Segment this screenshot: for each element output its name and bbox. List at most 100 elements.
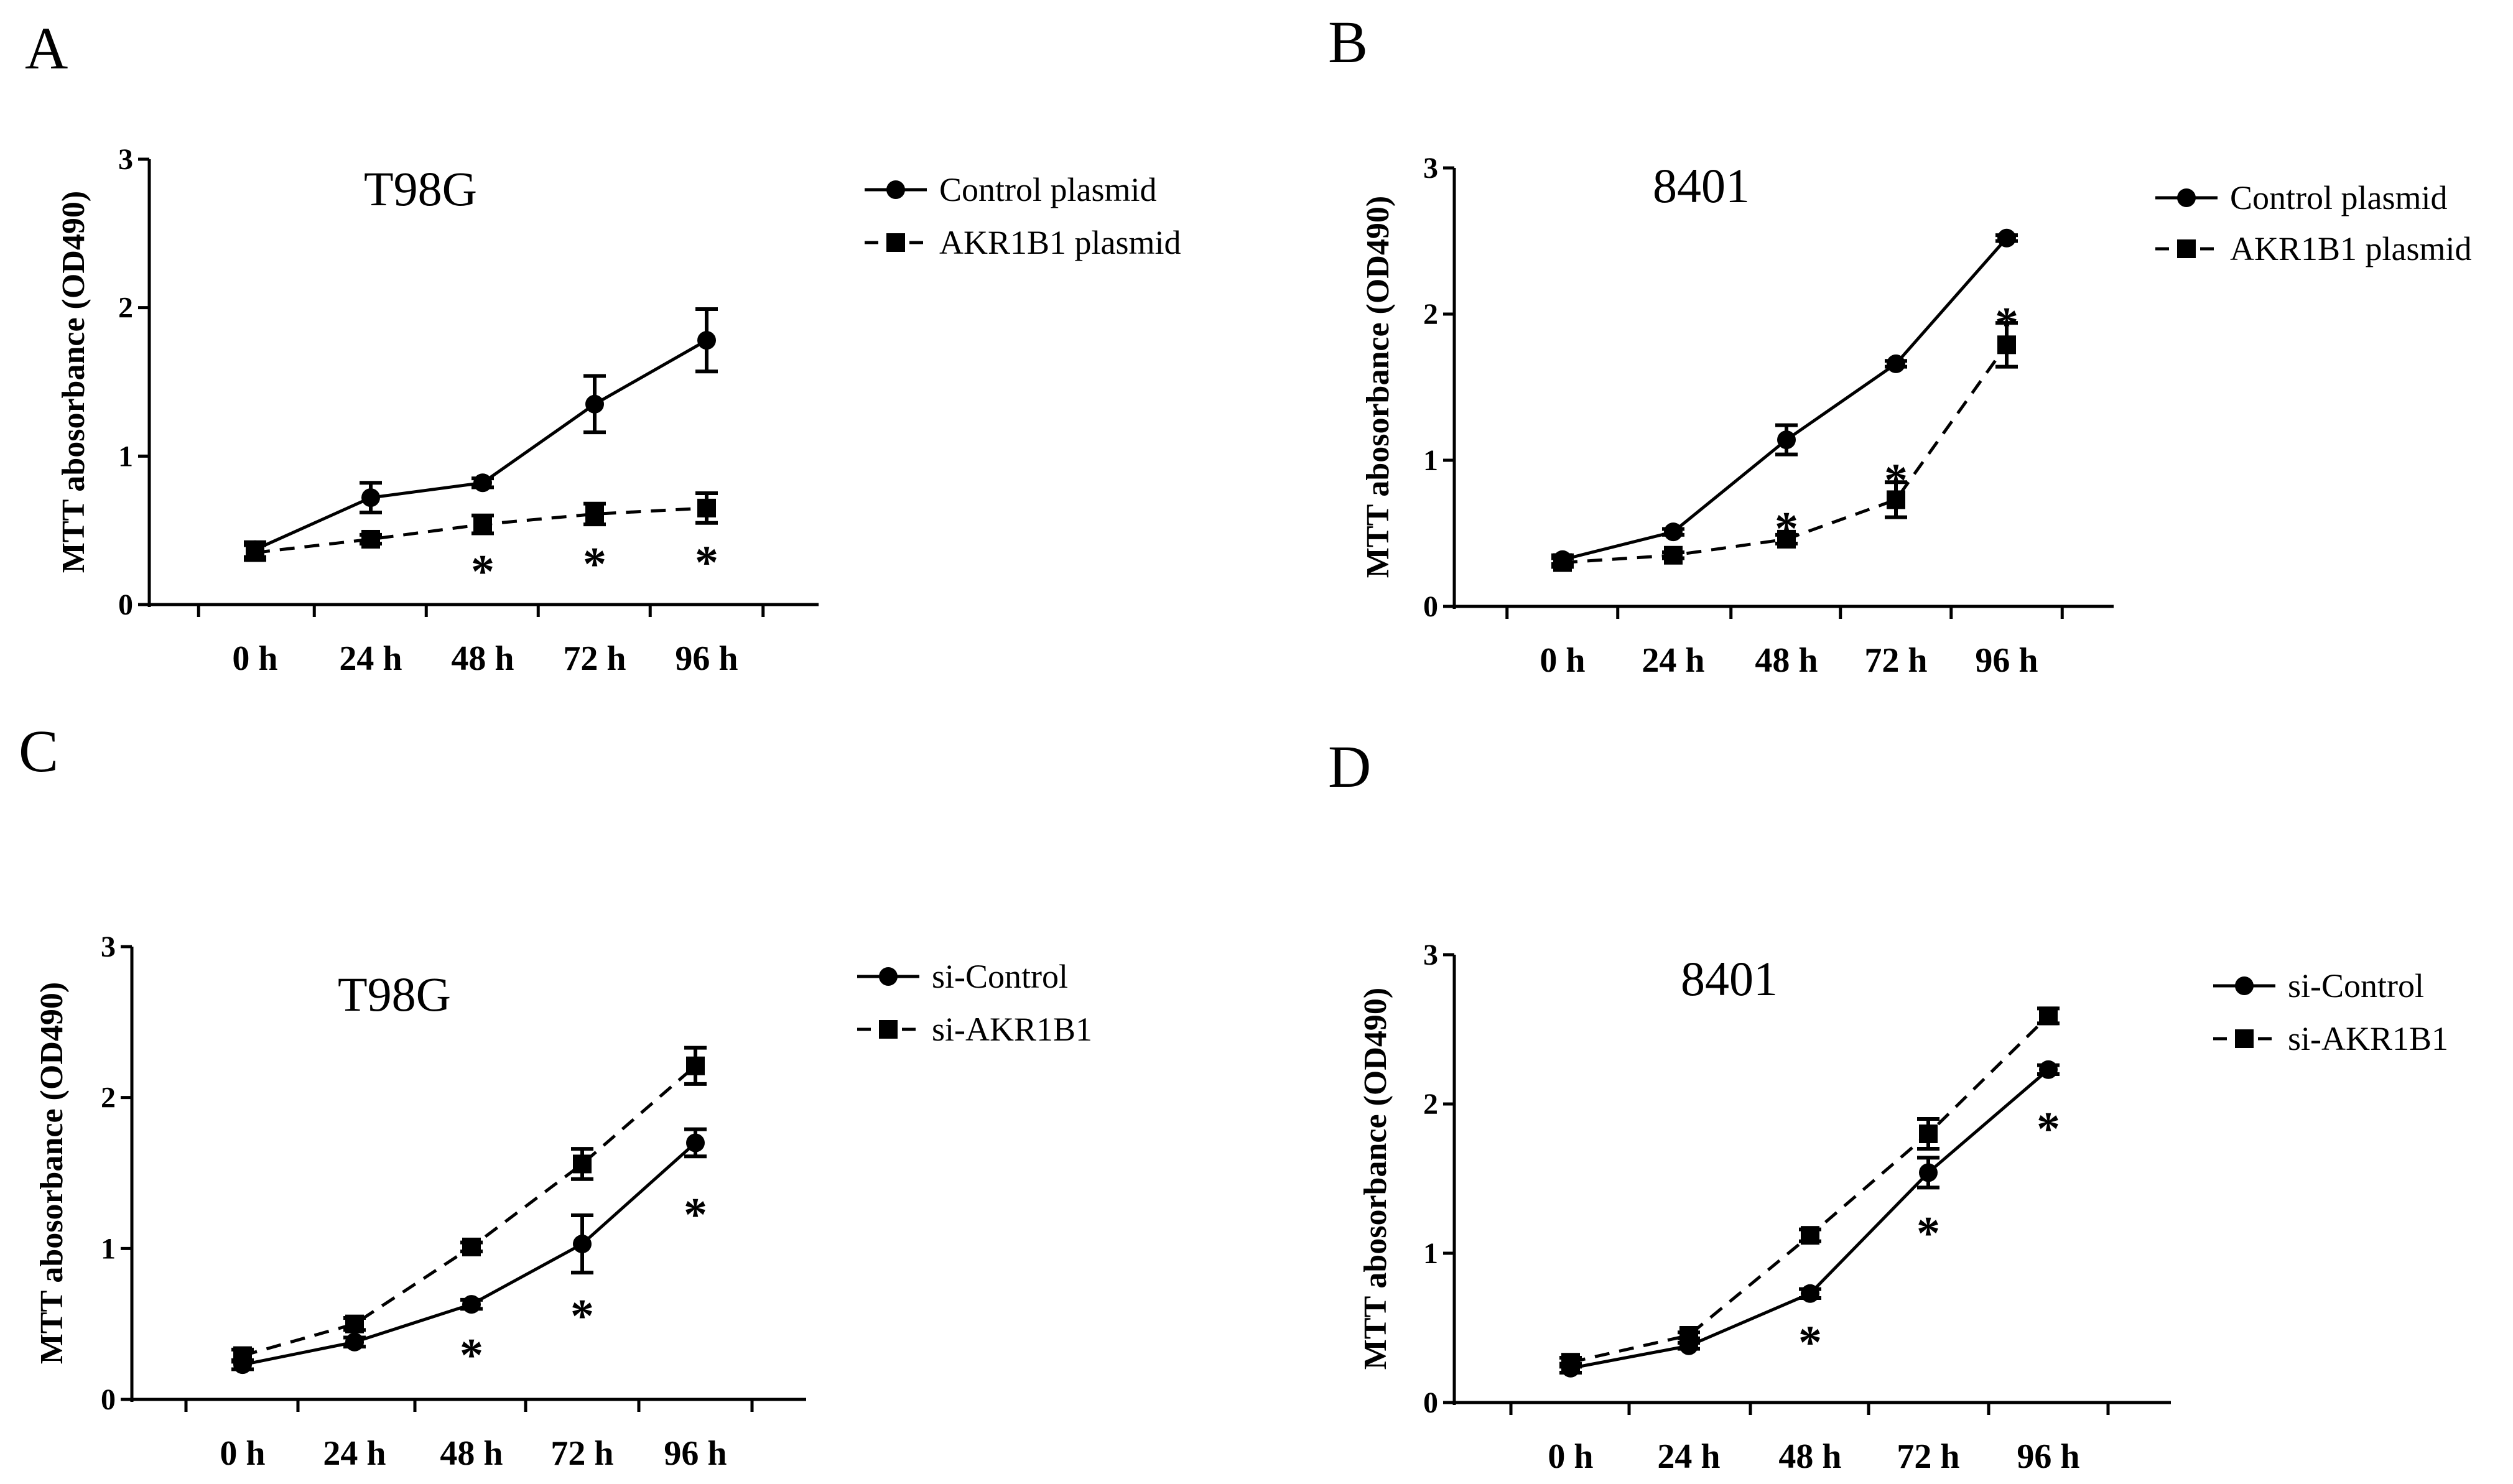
data-point-circle <box>1887 354 1905 373</box>
data-point-circle <box>585 394 604 414</box>
chart-title: T98G <box>338 967 451 1021</box>
x-tick-label: 24 h <box>323 1434 386 1473</box>
data-point-circle <box>462 1295 481 1314</box>
significance-star: * <box>695 537 718 589</box>
legend-marker-circle <box>2235 976 2254 995</box>
panel-c: C T98G MTT abosorbance (OD490) 0 1 2 3 0 h 24 h 4… <box>19 718 1092 1473</box>
significance-star: * <box>684 1189 707 1241</box>
significance-star: * <box>583 538 606 590</box>
y-tick-label: 0 <box>1423 1386 1438 1419</box>
y-tick-label: 1 <box>118 440 133 473</box>
data-point-square <box>246 543 264 562</box>
y-tick-label: 2 <box>1423 1088 1438 1121</box>
x-tick-label: 96 h <box>1975 641 2038 680</box>
x-tick-label: 72 h <box>550 1434 613 1473</box>
y-tick-label: 3 <box>1423 939 1438 972</box>
x-tick-label: 72 h <box>563 639 626 678</box>
data-point-square <box>462 1237 481 1256</box>
x-tick-label: 96 h <box>675 639 738 678</box>
y-tick-label: 0 <box>118 588 133 621</box>
legend-label: si-AKR1B1 <box>2288 1020 2448 1057</box>
legend-marker-square <box>2177 239 2196 258</box>
data-point-circle <box>473 473 492 493</box>
y-tick-label: 1 <box>101 1232 116 1265</box>
data-point-circle <box>361 488 380 508</box>
x-tick-label: 48 h <box>1778 1437 1841 1476</box>
data-point-square <box>1997 335 2016 355</box>
data-point-circle <box>345 1332 364 1352</box>
data-point-circle <box>1777 430 1796 450</box>
data-point-circle <box>686 1133 705 1152</box>
y-tick-label: 3 <box>101 930 116 963</box>
data-point-square <box>473 515 492 534</box>
x-tick-label: 72 h <box>1864 641 1927 680</box>
x-tick-label: 48 h <box>440 1434 503 1473</box>
data-point-circle <box>573 1235 592 1254</box>
legend-label: Control plasmid <box>939 171 1157 208</box>
series-line-treatment <box>1570 1014 2050 1364</box>
significance-star: * <box>471 545 495 598</box>
chart-title: 8401 <box>1681 952 1778 1006</box>
data-point-square <box>361 529 380 549</box>
y-tick-label: 1 <box>1423 444 1438 477</box>
x-tick-label: 72 h <box>1897 1437 1959 1476</box>
data-point-square <box>1777 529 1796 549</box>
legend-label: si-Control <box>932 958 1068 995</box>
data-point-circle <box>2039 1060 2058 1079</box>
significance-star: * <box>2037 1103 2060 1155</box>
chart-title: T98G <box>364 162 477 216</box>
legend-marker-square <box>2235 1029 2254 1048</box>
x-tick-label: 48 h <box>451 639 514 678</box>
significance-star: * <box>1916 1207 1940 1259</box>
legend-marker-circle <box>2177 188 2196 207</box>
x-tick-label: 24 h <box>1657 1437 1720 1476</box>
x-tick-label: 0 h <box>232 639 277 678</box>
legend-marker-square <box>886 233 905 252</box>
y-tick-label: 3 <box>1423 152 1438 185</box>
data-point-circle <box>1664 522 1683 542</box>
significance-star: * <box>570 1290 594 1342</box>
x-tick-label: 0 h <box>1540 641 1585 680</box>
significance-star: * <box>1798 1316 1822 1368</box>
data-point-square <box>1553 553 1572 572</box>
significance-star: * <box>460 1329 483 1381</box>
chart-title: 8401 <box>1653 159 1750 213</box>
panel-letter: C <box>19 718 58 784</box>
x-tick-label: 96 h <box>664 1434 727 1473</box>
significance-star: * <box>1884 455 1908 507</box>
y-axis-label: MTT abosorbance (OD490) <box>1358 988 1393 1370</box>
panel-a: A T98G MTT abosorbance (OD490) 0 1 2 3 0 h 24 h 4… <box>25 15 1181 678</box>
data-point-circle <box>1801 1284 1819 1303</box>
data-point-square <box>1561 1353 1580 1372</box>
panel-letter: D <box>1328 733 1371 800</box>
data-point-circle <box>697 331 716 350</box>
y-tick-label: 2 <box>1423 298 1438 331</box>
legend-label: AKR1B1 plasmid <box>2230 230 2472 267</box>
data-point-square <box>1664 545 1683 565</box>
panel-letter: A <box>25 15 68 81</box>
y-tick-label: 3 <box>118 143 133 176</box>
data-point-square <box>573 1154 592 1174</box>
x-tick-label: 24 h <box>1642 641 1704 680</box>
x-tick-label: 0 h <box>1548 1437 1593 1476</box>
significance-star: * <box>1775 503 1798 555</box>
y-axis-label: MTT abosorbance (OD490) <box>34 982 70 1364</box>
data-point-square <box>1679 1326 1698 1345</box>
legend-label: AKR1B1 plasmid <box>939 224 1181 261</box>
y-tick-label: 1 <box>1423 1237 1438 1270</box>
data-point-square <box>345 1314 364 1333</box>
y-tick-label: 0 <box>1423 590 1438 623</box>
y-tick-label: 2 <box>118 292 133 325</box>
x-tick-label: 48 h <box>1755 641 1818 680</box>
legend-marker-circle <box>886 180 905 199</box>
panel-b: B 8401 MTT abosorbance (OD490) 0 1 2 3 0 h 24 h 4… <box>1328 9 2472 680</box>
data-point-square <box>585 504 604 524</box>
legend-label: Control plasmid <box>2230 179 2448 216</box>
x-tick-label: 0 h <box>220 1434 265 1473</box>
y-axis-label: MTT abosorbance (OD490) <box>56 191 91 573</box>
panel-letter: B <box>1328 9 1368 75</box>
x-tick-label: 24 h <box>339 639 402 678</box>
data-point-square <box>233 1346 252 1365</box>
data-point-square <box>697 498 716 517</box>
